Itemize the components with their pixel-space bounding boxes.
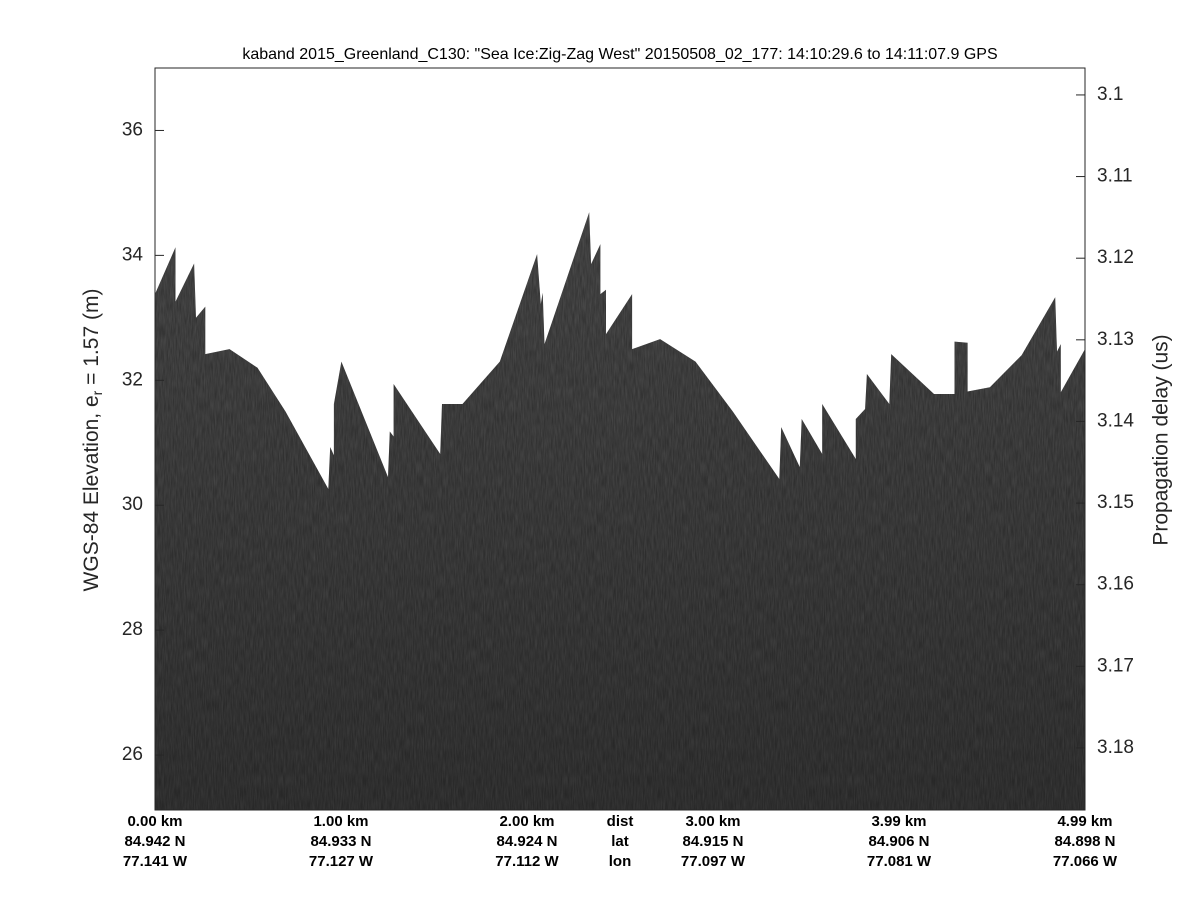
x-tick-label: 77.127 W xyxy=(309,853,374,870)
x-tick-label: 77.066 W xyxy=(1053,853,1118,870)
y-label-main: WGS-84 Elevation, e xyxy=(80,395,103,591)
y2-tick-label: 3.11 xyxy=(1097,166,1133,187)
y2-tick-label: 3.13 xyxy=(1097,329,1134,350)
x-tick-label: 84.898 N xyxy=(1055,833,1116,850)
x-tick-label: 3.00 km xyxy=(685,813,740,830)
y-tick-label: 28 xyxy=(122,619,143,640)
x-tick-label: 1.00 km xyxy=(313,813,368,830)
x-tick-label: 77.112 W xyxy=(495,853,559,870)
x-tick-label: 3.99 km xyxy=(871,813,926,830)
y-label-end: = 1.57 (m) xyxy=(80,289,103,391)
x-tick-label: 77.081 W xyxy=(867,853,932,870)
x-tick-label: 84.942 N xyxy=(125,833,186,850)
x-tick-label: 84.915 N xyxy=(683,833,744,850)
y2-tick-label: 3.14 xyxy=(1097,410,1134,431)
y-tick-label: 36 xyxy=(122,119,143,140)
y2-tick-label: 3.17 xyxy=(1097,655,1134,676)
x-tick-label: 4.99 km xyxy=(1057,813,1112,830)
x-tick-label: 77.097 W xyxy=(681,853,746,870)
y-axis-label: WGS-84 Elevation, er = 1.57 (m) xyxy=(80,289,105,592)
y-tick-label: 26 xyxy=(122,744,143,765)
x-tick-label: 0.00 km xyxy=(127,813,182,830)
x-tick-label: 84.906 N xyxy=(869,833,930,850)
y2-tick-label: 3.18 xyxy=(1097,737,1134,758)
x-row-name: lat xyxy=(611,833,629,850)
y2-tick-label: 3.16 xyxy=(1097,574,1134,595)
y-tick-label: 32 xyxy=(122,369,143,390)
y2-axis-label: Propagation delay (us) xyxy=(1150,334,1173,545)
x-row-name: dist xyxy=(607,813,634,830)
x-tick-label: 77.141 W xyxy=(123,853,188,870)
x-tick-label: 84.933 N xyxy=(311,833,372,850)
x-tick-label: 2.00 km xyxy=(499,813,554,830)
plot-frame xyxy=(154,67,1086,811)
x-tick-label: 84.924 N xyxy=(497,833,558,850)
y-tick-label: 34 xyxy=(122,244,144,265)
chart-title: kaband 2015_Greenland_C130: "Sea Ice:Zig… xyxy=(242,46,997,63)
x-row-name: lon xyxy=(609,853,632,870)
y-tick-label: 30 xyxy=(122,494,143,515)
y-label-sub: r xyxy=(89,390,105,395)
y2-tick-label: 3.15 xyxy=(1097,492,1134,513)
y2-tick-label: 3.1 xyxy=(1097,84,1123,105)
y2-tick-label: 3.12 xyxy=(1097,247,1134,268)
